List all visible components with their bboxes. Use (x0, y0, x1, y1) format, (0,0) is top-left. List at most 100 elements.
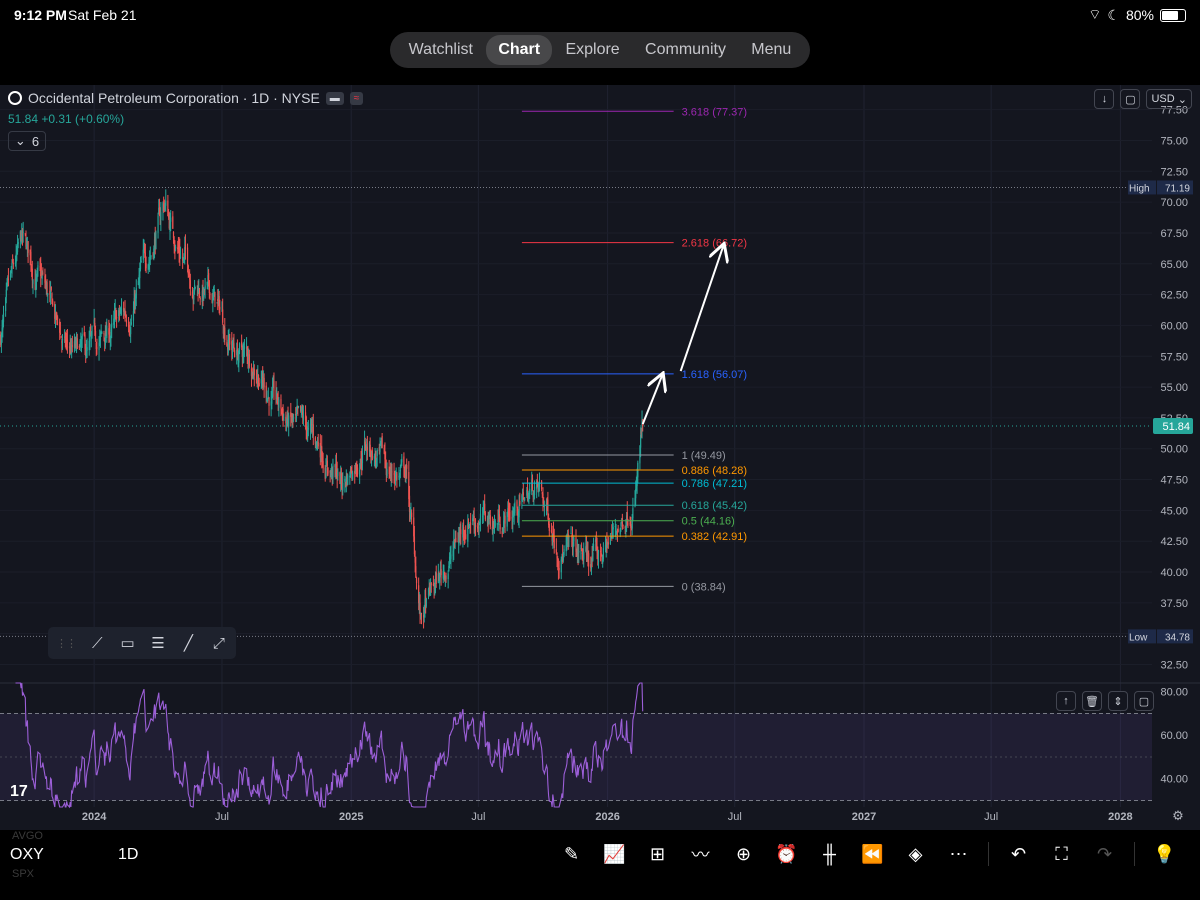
candle-body (35, 281, 37, 288)
candle-body (59, 332, 62, 335)
candle-body (233, 343, 235, 348)
candle-body (366, 444, 368, 452)
candle-body (538, 483, 541, 488)
redo-icon[interactable]: ↷ (1096, 843, 1113, 864)
candle-body (552, 531, 555, 540)
axis-settings-icon[interactable]: ⚙ (1172, 809, 1184, 824)
candle-body (10, 270, 12, 272)
candle-body (118, 310, 120, 317)
more-icon[interactable]: ⋯ (949, 843, 968, 864)
wifi-icon: ⌔ (1088, 6, 1102, 22)
bulb-icon[interactable]: 💡 (1153, 843, 1176, 864)
candle-body (470, 523, 472, 525)
tab-watchlist[interactable]: Watchlist (408, 41, 473, 58)
candle-body (403, 456, 405, 468)
layers-icon[interactable]: ◈ (908, 843, 923, 864)
candle-body (413, 536, 416, 555)
collapse-icon[interactable]: ⇕ (1108, 691, 1128, 711)
y-tick-label: 70.00 (1160, 197, 1188, 209)
drag-handle-icon[interactable]: ⋮⋮ (56, 637, 77, 650)
candle-body (545, 501, 548, 506)
fib-tool-icon[interactable]: ☰ (151, 635, 165, 652)
fib-label: 0.382 (42.91) (682, 531, 747, 543)
fullscreen-icon[interactable]: ▢ (1120, 89, 1141, 109)
symbol-title[interactable]: Occidental Petroleum Corporation · 1D · … (28, 90, 320, 106)
candle-body (287, 415, 289, 425)
candle-body (370, 451, 373, 458)
interval-select[interactable]: 1D (118, 846, 139, 863)
ray-tool-icon[interactable]: ⤢ (212, 634, 225, 652)
compare-icon[interactable]: 〰 (691, 845, 710, 865)
candle-body (388, 466, 390, 475)
bottom-toolbar: AVGO OXY SPX 1D ✎ 📈 ⊞ 〰 ⊕ ⏰ ╫ ⏪ ◈ ⋯ ↶ ⛶ … (0, 830, 1200, 900)
share-icon[interactable]: ⇪ (1192, 842, 1200, 866)
chart-area[interactable] (0, 85, 1200, 830)
candle-body (587, 551, 589, 557)
indicator-toggle[interactable]: ⌄ 6 (8, 131, 46, 151)
candle-body (373, 456, 375, 459)
candle-body (565, 544, 567, 552)
tab-menu[interactable]: Menu (751, 41, 792, 58)
add-icon[interactable]: ⊕ (735, 843, 752, 864)
next-symbol[interactable]: SPX (12, 868, 35, 880)
candle-body (78, 346, 80, 348)
symbol-ticker[interactable]: OXY (10, 846, 44, 863)
tab-chart[interactable]: Chart (486, 35, 553, 65)
candle-body (507, 505, 510, 516)
candle-body (160, 212, 162, 220)
prev-symbol[interactable]: AVGO (12, 830, 43, 842)
candle-body (135, 288, 137, 299)
candle-body (31, 268, 33, 281)
candle-body (442, 571, 444, 579)
candle-type-icon[interactable]: ╫ (823, 843, 836, 864)
candle-body (316, 441, 319, 446)
indicators-icon[interactable]: 📈 (603, 843, 626, 864)
candle-body (199, 297, 201, 300)
candle-body (212, 297, 214, 303)
y-tick-label: 50.00 (1160, 444, 1188, 456)
candle-body (347, 475, 349, 485)
candle-body (590, 559, 593, 569)
undo-icon[interactable]: ↶ (1010, 843, 1027, 864)
candle-body (553, 536, 555, 549)
chip-bars-icon[interactable]: ▬ (325, 91, 344, 105)
candle-body (24, 233, 26, 235)
candle-body (439, 573, 441, 583)
candle-body (404, 473, 406, 477)
chart-canvas[interactable]: 2024 Jul 2025 Jul 2026 Jul 2027 Jul 2028 77.50 75.… (0, 85, 1200, 830)
grid-icon[interactable]: ⊞ (649, 843, 666, 864)
chart-legend[interactable]: Occidental Petroleum Corporation · 1D · … (8, 90, 364, 106)
candle-body (617, 529, 619, 532)
alert-icon[interactable]: ⏰ (775, 843, 798, 864)
high-value: 71.19 (1165, 183, 1190, 194)
pen-icon[interactable]: ✎ (563, 843, 580, 864)
trash-icon[interactable]: 🗑 (1082, 691, 1102, 711)
maximize-pane-icon[interactable]: ▢ (1134, 691, 1154, 711)
candle-body (340, 474, 342, 481)
candle-body (226, 344, 229, 350)
fib-label: 1 (49.49) (682, 450, 726, 462)
download-icon[interactable]: ↓ (1094, 89, 1115, 109)
candle-body (411, 512, 413, 518)
candle-body (322, 461, 324, 469)
candle-body (250, 368, 253, 376)
tab-explore[interactable]: Explore (565, 41, 620, 58)
candle-body (183, 253, 185, 257)
trendline-tool-icon[interactable]: ╱ (183, 635, 193, 652)
currency-select[interactable]: USD ⌄ (1146, 89, 1192, 109)
candle-body (153, 248, 155, 259)
replay-icon[interactable]: ⏪ (861, 843, 884, 864)
move-up-icon[interactable]: ↑ (1056, 691, 1076, 711)
crop-icon[interactable]: ⛶ (1055, 843, 1068, 864)
candle-body (276, 393, 279, 400)
candle-body (460, 529, 462, 535)
tab-community[interactable]: Community (645, 41, 726, 58)
candle-body (246, 347, 248, 355)
status-right: ⌔ ☾ 80% (1088, 6, 1186, 24)
path-tool-icon[interactable]: ⟋ (91, 634, 103, 652)
candle-body (336, 472, 338, 479)
candle-body (169, 222, 171, 233)
rectangle-tool-icon[interactable]: ▭ (120, 635, 135, 652)
chip-wave-icon[interactable]: ≈ (349, 91, 364, 105)
candle-body (295, 413, 297, 416)
